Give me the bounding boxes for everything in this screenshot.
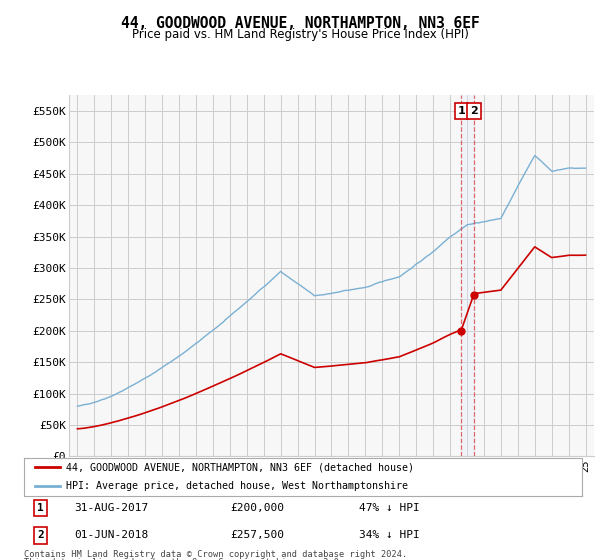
Text: 01-JUN-2018: 01-JUN-2018: [74, 530, 148, 540]
Text: £200,000: £200,000: [230, 503, 284, 513]
Text: HPI: Average price, detached house, West Northamptonshire: HPI: Average price, detached house, West…: [66, 481, 408, 491]
Text: 1: 1: [458, 106, 465, 116]
Text: 2: 2: [37, 530, 44, 540]
Text: Price paid vs. HM Land Registry's House Price Index (HPI): Price paid vs. HM Land Registry's House …: [131, 28, 469, 41]
Text: This data is licensed under the Open Government Licence v3.0.: This data is licensed under the Open Gov…: [24, 558, 344, 560]
Text: £257,500: £257,500: [230, 530, 284, 540]
Text: 31-AUG-2017: 31-AUG-2017: [74, 503, 148, 513]
Text: 1: 1: [37, 503, 44, 513]
Text: 44, GOODWOOD AVENUE, NORTHAMPTON, NN3 6EF: 44, GOODWOOD AVENUE, NORTHAMPTON, NN3 6E…: [121, 16, 479, 31]
Text: Contains HM Land Registry data © Crown copyright and database right 2024.: Contains HM Land Registry data © Crown c…: [24, 550, 407, 559]
Text: 2: 2: [470, 106, 478, 116]
Bar: [461, 95, 474, 456]
Text: 34% ↓ HPI: 34% ↓ HPI: [359, 530, 419, 540]
Text: 44, GOODWOOD AVENUE, NORTHAMPTON, NN3 6EF (detached house): 44, GOODWOOD AVENUE, NORTHAMPTON, NN3 6E…: [66, 462, 414, 472]
Text: 47% ↓ HPI: 47% ↓ HPI: [359, 503, 419, 513]
